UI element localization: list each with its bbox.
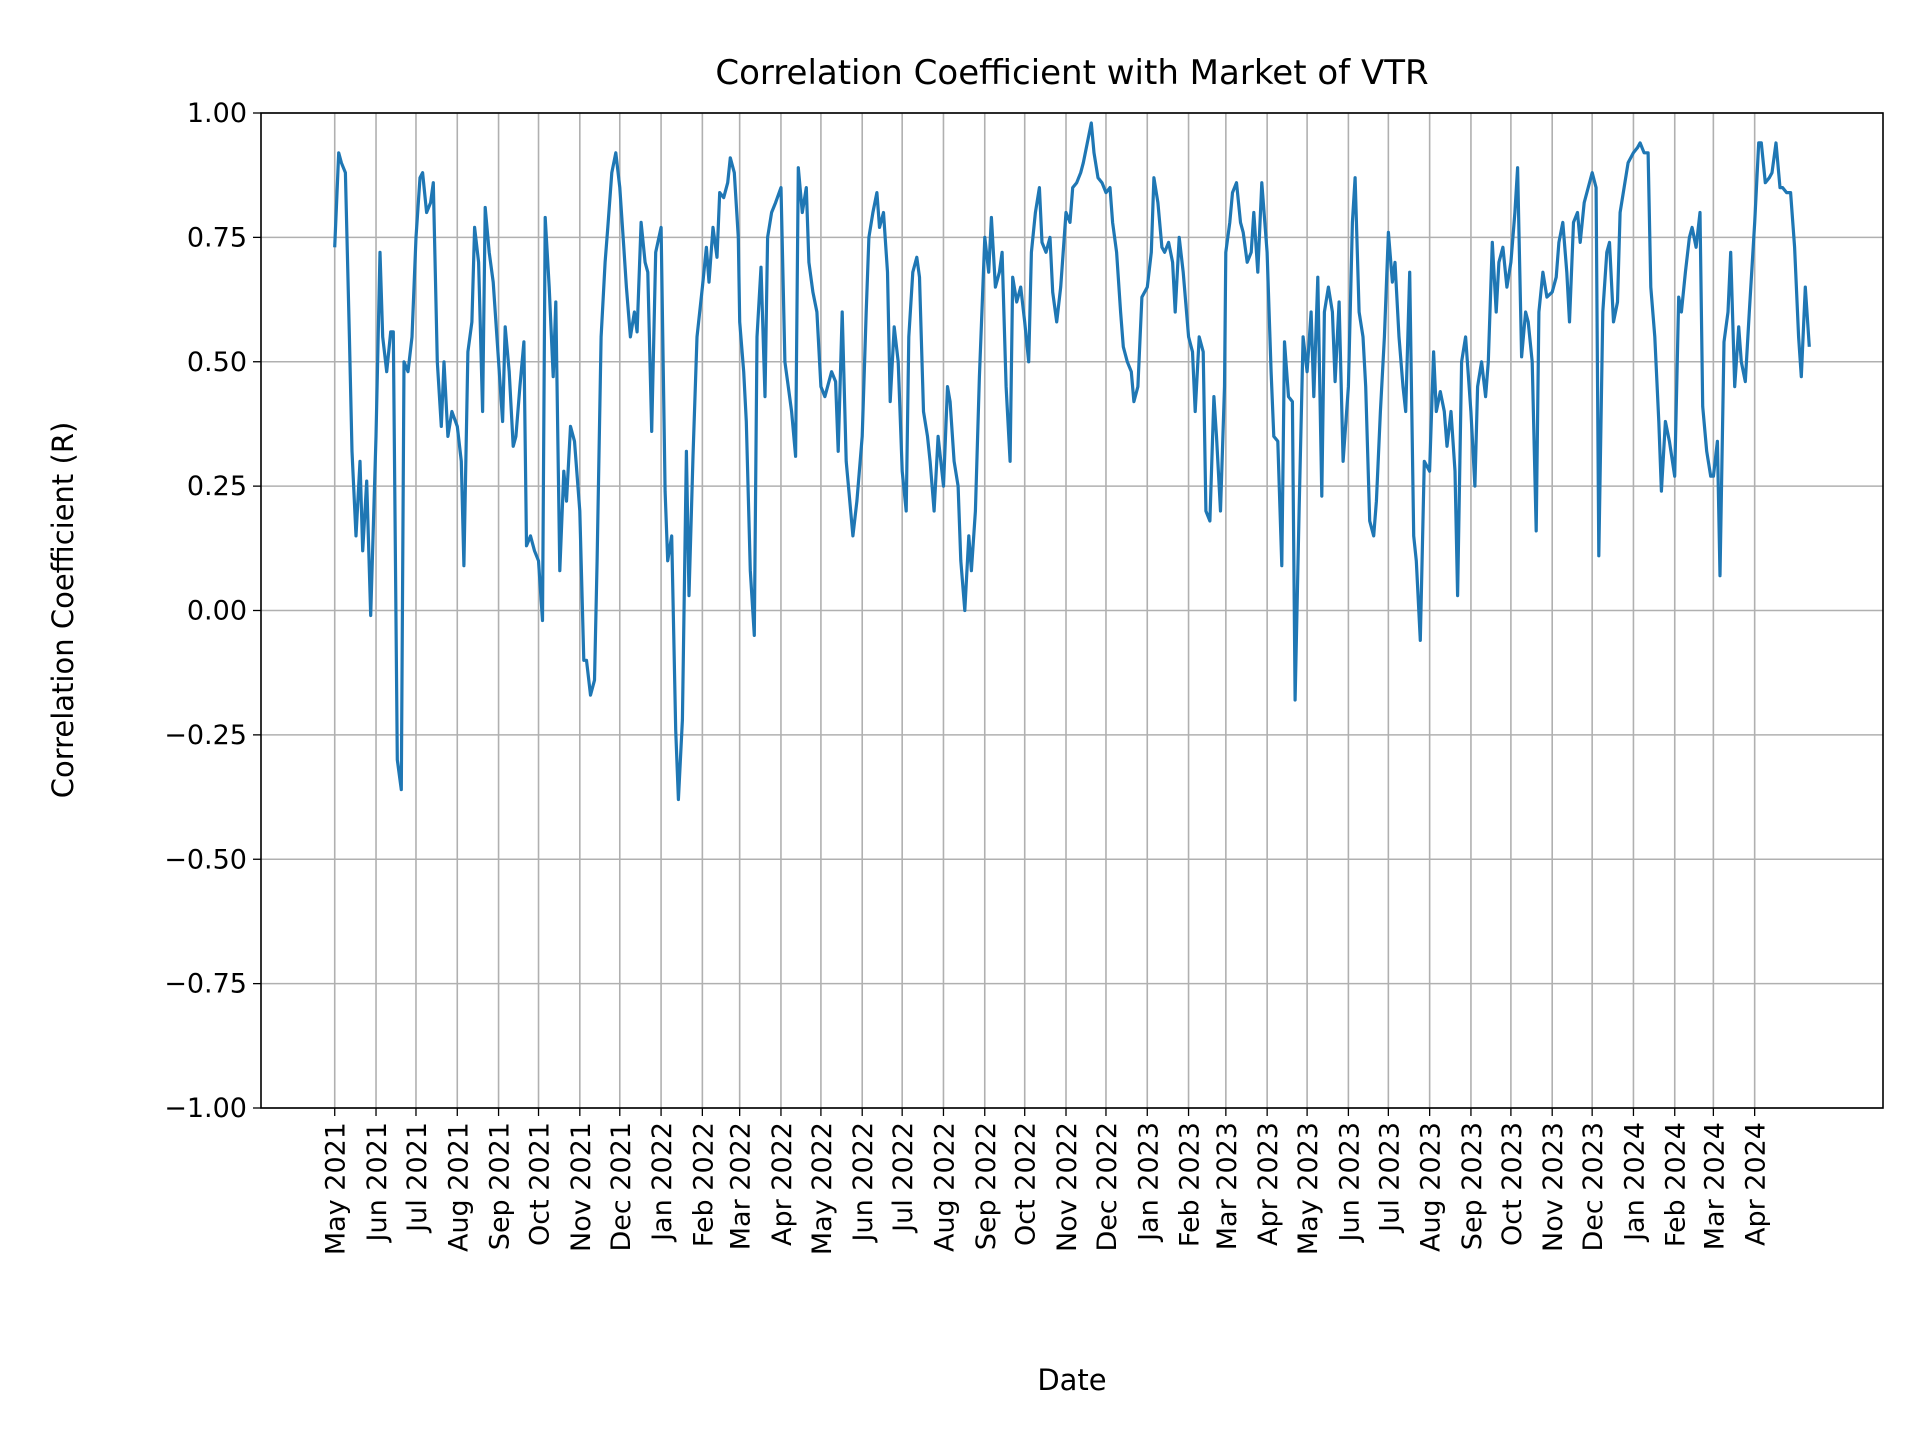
x-tick-label: Nov 2023 <box>1538 1122 1569 1252</box>
x-tick-label: Jun 2023 <box>1334 1122 1365 1243</box>
x-tick-label: Mar 2024 <box>1699 1122 1730 1250</box>
y-tick-label: −0.50 <box>164 844 247 875</box>
x-tick-label: Sep 2023 <box>1457 1122 1488 1250</box>
x-tick-label: Aug 2022 <box>929 1122 960 1252</box>
x-tick-label: Oct 2022 <box>1011 1122 1042 1246</box>
y-tick-label: 0.00 <box>187 596 247 627</box>
y-ticks: −1.00 −0.75 −0.50 −0.25 0.00 0.25 0.50 0.75 1.00 <box>164 98 261 1124</box>
x-tick-label: Aug 2021 <box>443 1122 474 1252</box>
y-tick-label: 0.50 <box>187 347 247 378</box>
y-tick-label: 0.25 <box>187 471 247 502</box>
x-tick-label: Nov 2021 <box>566 1122 597 1252</box>
series-line <box>333 121 1811 802</box>
x-tick-label: Oct 2023 <box>1497 1122 1528 1246</box>
y-gridlines <box>261 112 1883 1109</box>
x-tick-label: Apr 2022 <box>767 1122 798 1246</box>
x-tick-label: Mar 2023 <box>1212 1122 1243 1250</box>
chart-title: Correlation Coefficient with Market of V… <box>715 53 1428 93</box>
x-tick-label: Aug 2023 <box>1416 1122 1447 1252</box>
x-tick-label: Jul 2021 <box>402 1122 433 1234</box>
y-tick-label: −1.00 <box>164 1093 247 1124</box>
x-tick-label: Jan 2022 <box>647 1122 678 1243</box>
x-tick-label: Feb 2022 <box>688 1122 719 1247</box>
x-tick-label: Feb 2023 <box>1175 1122 1206 1247</box>
y-axis-label: Correlation Coefficient (R) <box>46 422 80 799</box>
x-tick-label: Jul 2023 <box>1374 1122 1405 1234</box>
x-tick-label: Dec 2023 <box>1578 1122 1609 1252</box>
x-tick-label: May 2022 <box>807 1122 838 1255</box>
x-ticks: May 2021 Jun 2021 Jul 2021 Aug 2021 Sep 2021… <box>321 1108 1772 1255</box>
x-tick-label: Dec 2022 <box>1092 1122 1123 1252</box>
x-axis-label: Date <box>1037 1363 1106 1397</box>
x-tick-label: Jul 2022 <box>888 1122 919 1234</box>
x-tick-label: Apr 2024 <box>1741 1122 1772 1246</box>
x-tick-label: Sep 2021 <box>485 1122 516 1250</box>
y-tick-label: −0.25 <box>164 720 247 751</box>
x-gridlines <box>333 113 1756 1108</box>
x-tick-label: May 2023 <box>1293 1122 1324 1255</box>
x-tick-label: Jun 2021 <box>362 1122 393 1243</box>
x-tick-label: Oct 2021 <box>525 1122 556 1246</box>
x-tick-label: Nov 2022 <box>1052 1122 1083 1252</box>
x-tick-label: Sep 2022 <box>971 1122 1002 1250</box>
x-tick-label: Apr 2023 <box>1253 1122 1284 1246</box>
x-tick-label: Jan 2023 <box>1133 1122 1164 1243</box>
x-tick-label: Jan 2024 <box>1619 1122 1650 1243</box>
x-tick-label: Mar 2022 <box>726 1122 757 1250</box>
y-tick-label: −0.75 <box>164 969 247 1000</box>
x-tick-label: Feb 2024 <box>1661 1122 1692 1247</box>
y-tick-label: 0.75 <box>187 222 247 253</box>
y-tick-label: 1.00 <box>187 98 247 129</box>
x-tick-label: May 2021 <box>321 1122 352 1255</box>
x-tick-label: Jun 2022 <box>848 1122 879 1243</box>
x-tick-label: Dec 2021 <box>606 1122 637 1252</box>
